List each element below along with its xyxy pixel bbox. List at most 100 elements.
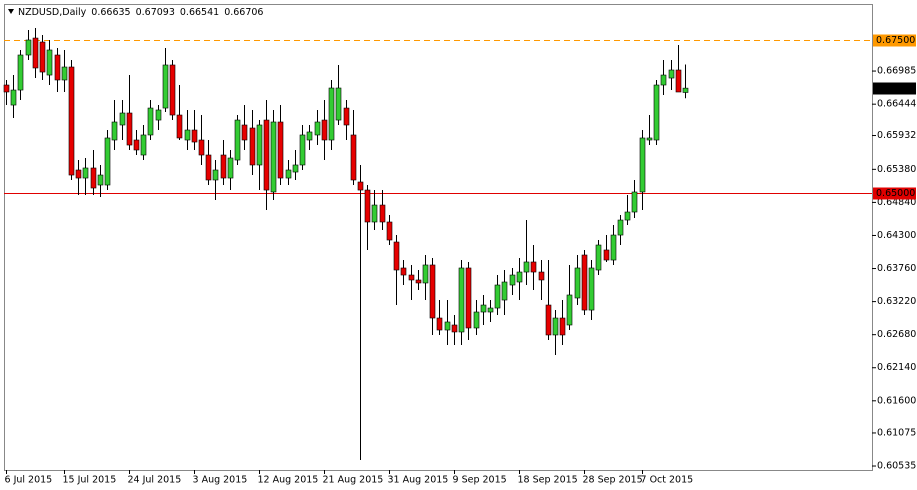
candle-body <box>624 211 631 221</box>
menu-triangle[interactable] <box>8 9 14 14</box>
candle-body <box>509 274 516 286</box>
candle-body <box>350 134 357 181</box>
candle-body <box>241 124 248 141</box>
candle-body <box>82 167 89 179</box>
candle-body <box>379 204 386 223</box>
candle-body <box>155 109 162 121</box>
y-tick-label: 0.64300 <box>877 230 916 241</box>
candle-body <box>68 66 75 176</box>
candle-body <box>595 244 602 271</box>
candle-body <box>538 271 545 281</box>
candle-body <box>523 261 530 273</box>
candle-body <box>292 164 299 173</box>
close: 0.66706 <box>224 7 263 18</box>
candle-body <box>501 281 508 301</box>
candle-body <box>263 119 270 191</box>
x-tick-label: 12 Aug 2015 <box>258 475 319 486</box>
y-tick-label: 0.63220 <box>877 296 916 307</box>
candle-body <box>364 189 371 223</box>
y-tick-label: 0.62140 <box>877 362 916 373</box>
candle-body <box>668 69 675 79</box>
candle-body <box>162 64 169 109</box>
candle-body <box>299 134 306 166</box>
x-tick-label: 9 Sep 2015 <box>453 475 507 486</box>
candle-body <box>465 267 472 329</box>
candle-body <box>646 137 653 141</box>
candle-body <box>610 234 617 261</box>
candle-body <box>436 317 443 331</box>
candle-body <box>198 139 205 156</box>
low: 0.66541 <box>180 7 219 18</box>
candle-body <box>119 112 126 126</box>
y-tick-label: 0.66985 <box>877 66 916 77</box>
candle-body <box>545 304 552 336</box>
candle-body <box>234 119 241 161</box>
candle-body <box>97 174 104 186</box>
candle-body <box>682 87 689 93</box>
candle-body <box>473 311 480 329</box>
y-tick-label: 0.61075 <box>877 427 916 438</box>
candle-body <box>581 254 588 311</box>
candle-body <box>176 114 183 139</box>
y-tick-label: 0.60535 <box>877 461 916 472</box>
candle-body <box>220 154 227 179</box>
y-tick-label: 0.66444 <box>877 99 916 110</box>
candle-body <box>90 167 97 189</box>
candle-body <box>169 64 176 116</box>
candle-body <box>631 191 638 213</box>
candle-body <box>212 169 219 181</box>
candle-body <box>639 137 646 193</box>
x-tick-label: 6 Jul 2015 <box>5 475 53 486</box>
candle-body <box>46 49 53 76</box>
candle-body <box>104 137 111 186</box>
candle-body <box>17 54 24 91</box>
x-tick-label: 18 Sep 2015 <box>518 475 578 486</box>
candle-body <box>227 157 234 179</box>
candle-body <box>653 84 660 141</box>
candle-body <box>111 121 118 141</box>
candle-body <box>530 261 537 273</box>
candle-body <box>559 317 566 336</box>
candle-body <box>588 267 595 311</box>
candle-body <box>603 249 610 261</box>
candle-body <box>147 107 154 136</box>
candle-body <box>343 107 350 126</box>
x-tick-label: 24 Jul 2015 <box>128 475 182 486</box>
candle-body <box>357 181 364 191</box>
candle-body <box>574 267 581 299</box>
candle-body <box>277 121 284 179</box>
candle-body <box>75 169 82 179</box>
current-price-label: 0.66706 <box>876 83 915 94</box>
x-tick-label: 15 Jul 2015 <box>63 475 117 486</box>
symbol: NZDUSD,Daily <box>18 7 87 18</box>
candle-body <box>140 134 147 156</box>
candle-body <box>487 307 494 313</box>
x-tick-label: 7 Oct 2015 <box>641 475 694 486</box>
x-tick-label: 3 Aug 2015 <box>193 475 248 486</box>
candle-body <box>566 294 573 326</box>
candle-body <box>335 87 342 121</box>
candle-body <box>306 131 313 141</box>
candle-body <box>422 264 429 284</box>
candle-body <box>429 264 436 319</box>
candle-body <box>328 87 335 141</box>
candle-body <box>133 139 140 151</box>
current-price-box <box>873 82 916 95</box>
candle-body <box>3 84 10 93</box>
candle-body <box>126 112 133 146</box>
candle-body <box>415 279 422 284</box>
level-label-box <box>873 187 916 200</box>
candle-body <box>451 324 458 333</box>
candle-body <box>444 321 451 331</box>
candle-body <box>386 221 393 241</box>
candle-body <box>25 39 32 56</box>
x-tick-label: 21 Aug 2015 <box>323 475 384 486</box>
candle-body <box>408 274 415 281</box>
x-tick-label: 31 Aug 2015 <box>388 475 449 486</box>
y-tick-label: 0.65380 <box>877 164 916 175</box>
candle-body <box>256 124 263 166</box>
candle-body <box>191 129 198 143</box>
candle-body <box>516 271 523 283</box>
